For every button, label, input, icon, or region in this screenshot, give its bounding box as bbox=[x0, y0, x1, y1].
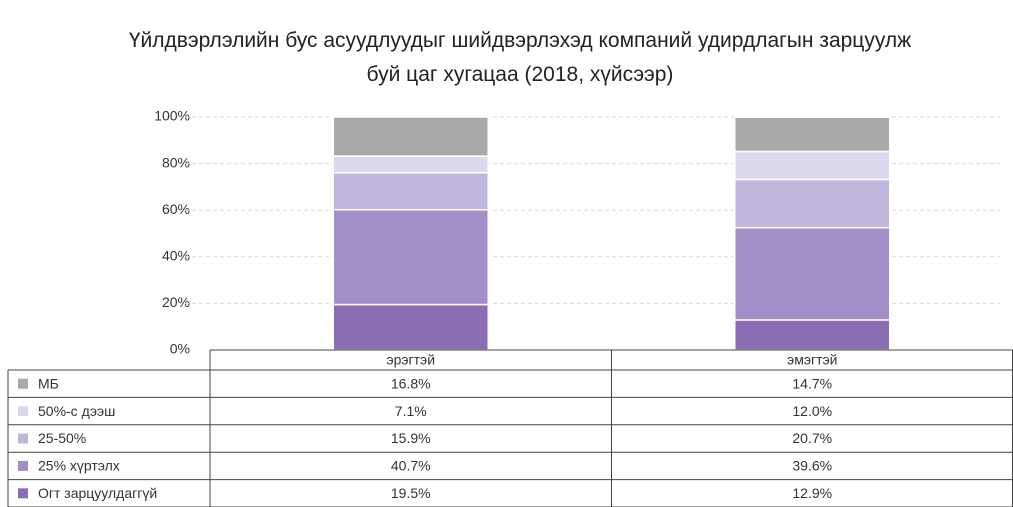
y-tick-label: 0% bbox=[170, 341, 190, 357]
legend-swatch bbox=[18, 488, 28, 499]
legend-label: Огт зарцуулдаггүй bbox=[38, 485, 157, 501]
bar-segment bbox=[734, 319, 891, 351]
legend-swatch bbox=[18, 406, 28, 417]
bar-segment bbox=[734, 178, 891, 229]
y-tick-label: 100% bbox=[154, 108, 190, 124]
bar-segment bbox=[332, 116, 489, 157]
table-value: 16.8% bbox=[391, 375, 431, 391]
table-value: 19.5% bbox=[391, 485, 431, 501]
table-value: 7.1% bbox=[395, 403, 427, 419]
y-tick-label: 40% bbox=[162, 248, 190, 264]
bar-segment bbox=[734, 116, 891, 153]
bar-segment bbox=[332, 155, 489, 174]
y-tick-label: 60% bbox=[162, 201, 190, 217]
bar-segment bbox=[332, 208, 489, 306]
table-value: 12.9% bbox=[792, 485, 832, 501]
x-tick-label: эмэгтэй bbox=[787, 352, 837, 368]
table-value: 39.6% bbox=[792, 458, 832, 474]
table-value: 14.7% bbox=[792, 375, 832, 391]
x-tick-label: эрэгтэй bbox=[386, 352, 435, 368]
bar-segment bbox=[734, 150, 891, 181]
legend-swatch bbox=[18, 460, 28, 471]
legend-swatch bbox=[18, 378, 28, 389]
y-tick-label: 20% bbox=[162, 294, 190, 310]
table-value: 20.7% bbox=[792, 430, 832, 446]
bar-segment bbox=[332, 171, 489, 211]
table-value: 12.0% bbox=[792, 403, 832, 419]
table-value: 15.9% bbox=[391, 430, 431, 446]
chart-title: Үйлдвэрлэлийн бус асуудлуудыг шийдвэрлэх… bbox=[128, 29, 912, 86]
legend-label: МБ bbox=[38, 375, 59, 391]
legend-label: 25-50% bbox=[38, 430, 86, 446]
legend-label: 25% хүртэлх bbox=[38, 458, 120, 474]
y-tick-label: 80% bbox=[162, 154, 190, 170]
legend-swatch bbox=[18, 433, 28, 444]
table-value: 40.7% bbox=[391, 458, 431, 474]
legend-label: 50%-с дээш bbox=[38, 403, 115, 419]
bar-segment bbox=[734, 226, 891, 321]
bar-segment bbox=[332, 303, 489, 351]
